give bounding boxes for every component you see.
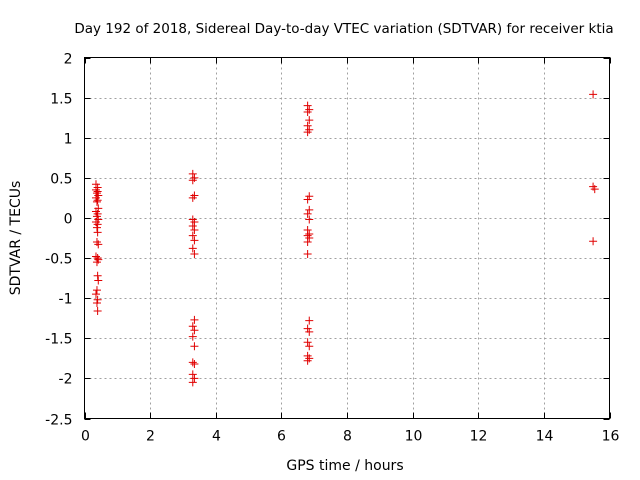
data-point bbox=[305, 316, 314, 325]
data-point bbox=[303, 356, 312, 365]
x-tick-label: 6 bbox=[277, 429, 286, 445]
y-tick-label: -1 bbox=[59, 292, 73, 308]
data-point bbox=[188, 370, 197, 379]
data-point bbox=[190, 326, 199, 335]
data-point bbox=[91, 290, 100, 299]
data-point bbox=[190, 217, 199, 226]
data-point bbox=[190, 342, 199, 351]
grid-lines bbox=[84, 57, 610, 419]
data-point bbox=[188, 244, 197, 253]
data-point bbox=[589, 237, 598, 246]
data-point bbox=[93, 196, 102, 205]
data-point bbox=[303, 250, 312, 259]
y-tick-label: -2 bbox=[59, 372, 73, 388]
data-points bbox=[91, 90, 599, 387]
data-point bbox=[303, 338, 312, 347]
data-point bbox=[188, 176, 197, 185]
x-axis-title: GPS time / hours bbox=[286, 458, 403, 474]
y-tick-label: -1.5 bbox=[45, 332, 72, 348]
data-point bbox=[94, 240, 103, 249]
data-point bbox=[188, 358, 197, 367]
data-point bbox=[305, 215, 314, 224]
y-tick-label: 1.5 bbox=[50, 92, 72, 108]
x-tick-label: 2 bbox=[146, 429, 155, 445]
data-point bbox=[305, 234, 314, 242]
data-point bbox=[190, 315, 199, 324]
data-point bbox=[188, 221, 197, 230]
data-point bbox=[305, 327, 314, 336]
data-point bbox=[188, 322, 197, 331]
data-point bbox=[303, 238, 312, 247]
data-point bbox=[190, 374, 199, 383]
y-tick-label: -0.5 bbox=[45, 252, 72, 268]
data-point bbox=[188, 193, 197, 202]
x-tick-label: 0 bbox=[81, 429, 90, 445]
x-tick-label: 14 bbox=[536, 429, 554, 445]
data-point bbox=[190, 359, 199, 368]
data-point bbox=[92, 258, 101, 267]
y-tick-label: 1 bbox=[64, 132, 73, 148]
data-point bbox=[93, 271, 102, 280]
y-tick-label: 0.5 bbox=[50, 172, 72, 188]
y-tick-label: 0 bbox=[64, 212, 73, 228]
data-point bbox=[93, 228, 102, 237]
chart-title: Day 192 of 2018, Sidereal Day-to-day VTE… bbox=[74, 21, 613, 37]
data-point bbox=[92, 286, 101, 295]
data-point bbox=[93, 220, 102, 229]
data-point bbox=[303, 108, 312, 117]
data-point bbox=[190, 250, 199, 259]
axis-ticks bbox=[84, 57, 611, 420]
data-point bbox=[305, 205, 314, 214]
x-tick-label: 12 bbox=[470, 429, 488, 445]
data-point bbox=[188, 231, 197, 240]
data-point bbox=[303, 209, 312, 218]
y-tick-label: -2.5 bbox=[45, 413, 72, 429]
data-point bbox=[190, 225, 199, 234]
data-point bbox=[589, 90, 598, 99]
x-tick-label: 4 bbox=[212, 429, 221, 445]
data-point bbox=[303, 324, 312, 333]
data-point bbox=[93, 307, 102, 316]
data-point bbox=[92, 197, 101, 206]
data-point bbox=[188, 378, 197, 387]
data-point bbox=[303, 128, 312, 137]
x-tick-label: 16 bbox=[602, 429, 620, 445]
data-point bbox=[93, 187, 102, 196]
data-point bbox=[92, 223, 101, 232]
x-tick-labels: 0 2 4 6 8 10 12 14 16 bbox=[81, 429, 619, 445]
y-axis-title: SDTVAR / TECUs bbox=[8, 181, 24, 296]
x-tick-label: 10 bbox=[405, 429, 423, 445]
data-point bbox=[93, 254, 102, 263]
data-point bbox=[305, 116, 314, 125]
data-point bbox=[93, 295, 102, 304]
data-point bbox=[305, 342, 314, 351]
data-point bbox=[303, 195, 312, 204]
data-point bbox=[94, 276, 103, 285]
x-tick-label: 8 bbox=[343, 429, 352, 445]
data-point bbox=[590, 185, 599, 194]
y-tick-label: 2 bbox=[64, 52, 73, 68]
data-point bbox=[92, 298, 101, 307]
data-point bbox=[188, 332, 197, 341]
data-point bbox=[91, 185, 100, 194]
y-tick-labels: 2 1.5 1 0.5 0 -0.5 -1 -1.5 -2 -2.5 bbox=[45, 52, 72, 429]
data-point bbox=[305, 192, 314, 201]
data-point bbox=[92, 212, 101, 221]
data-point bbox=[190, 236, 199, 245]
